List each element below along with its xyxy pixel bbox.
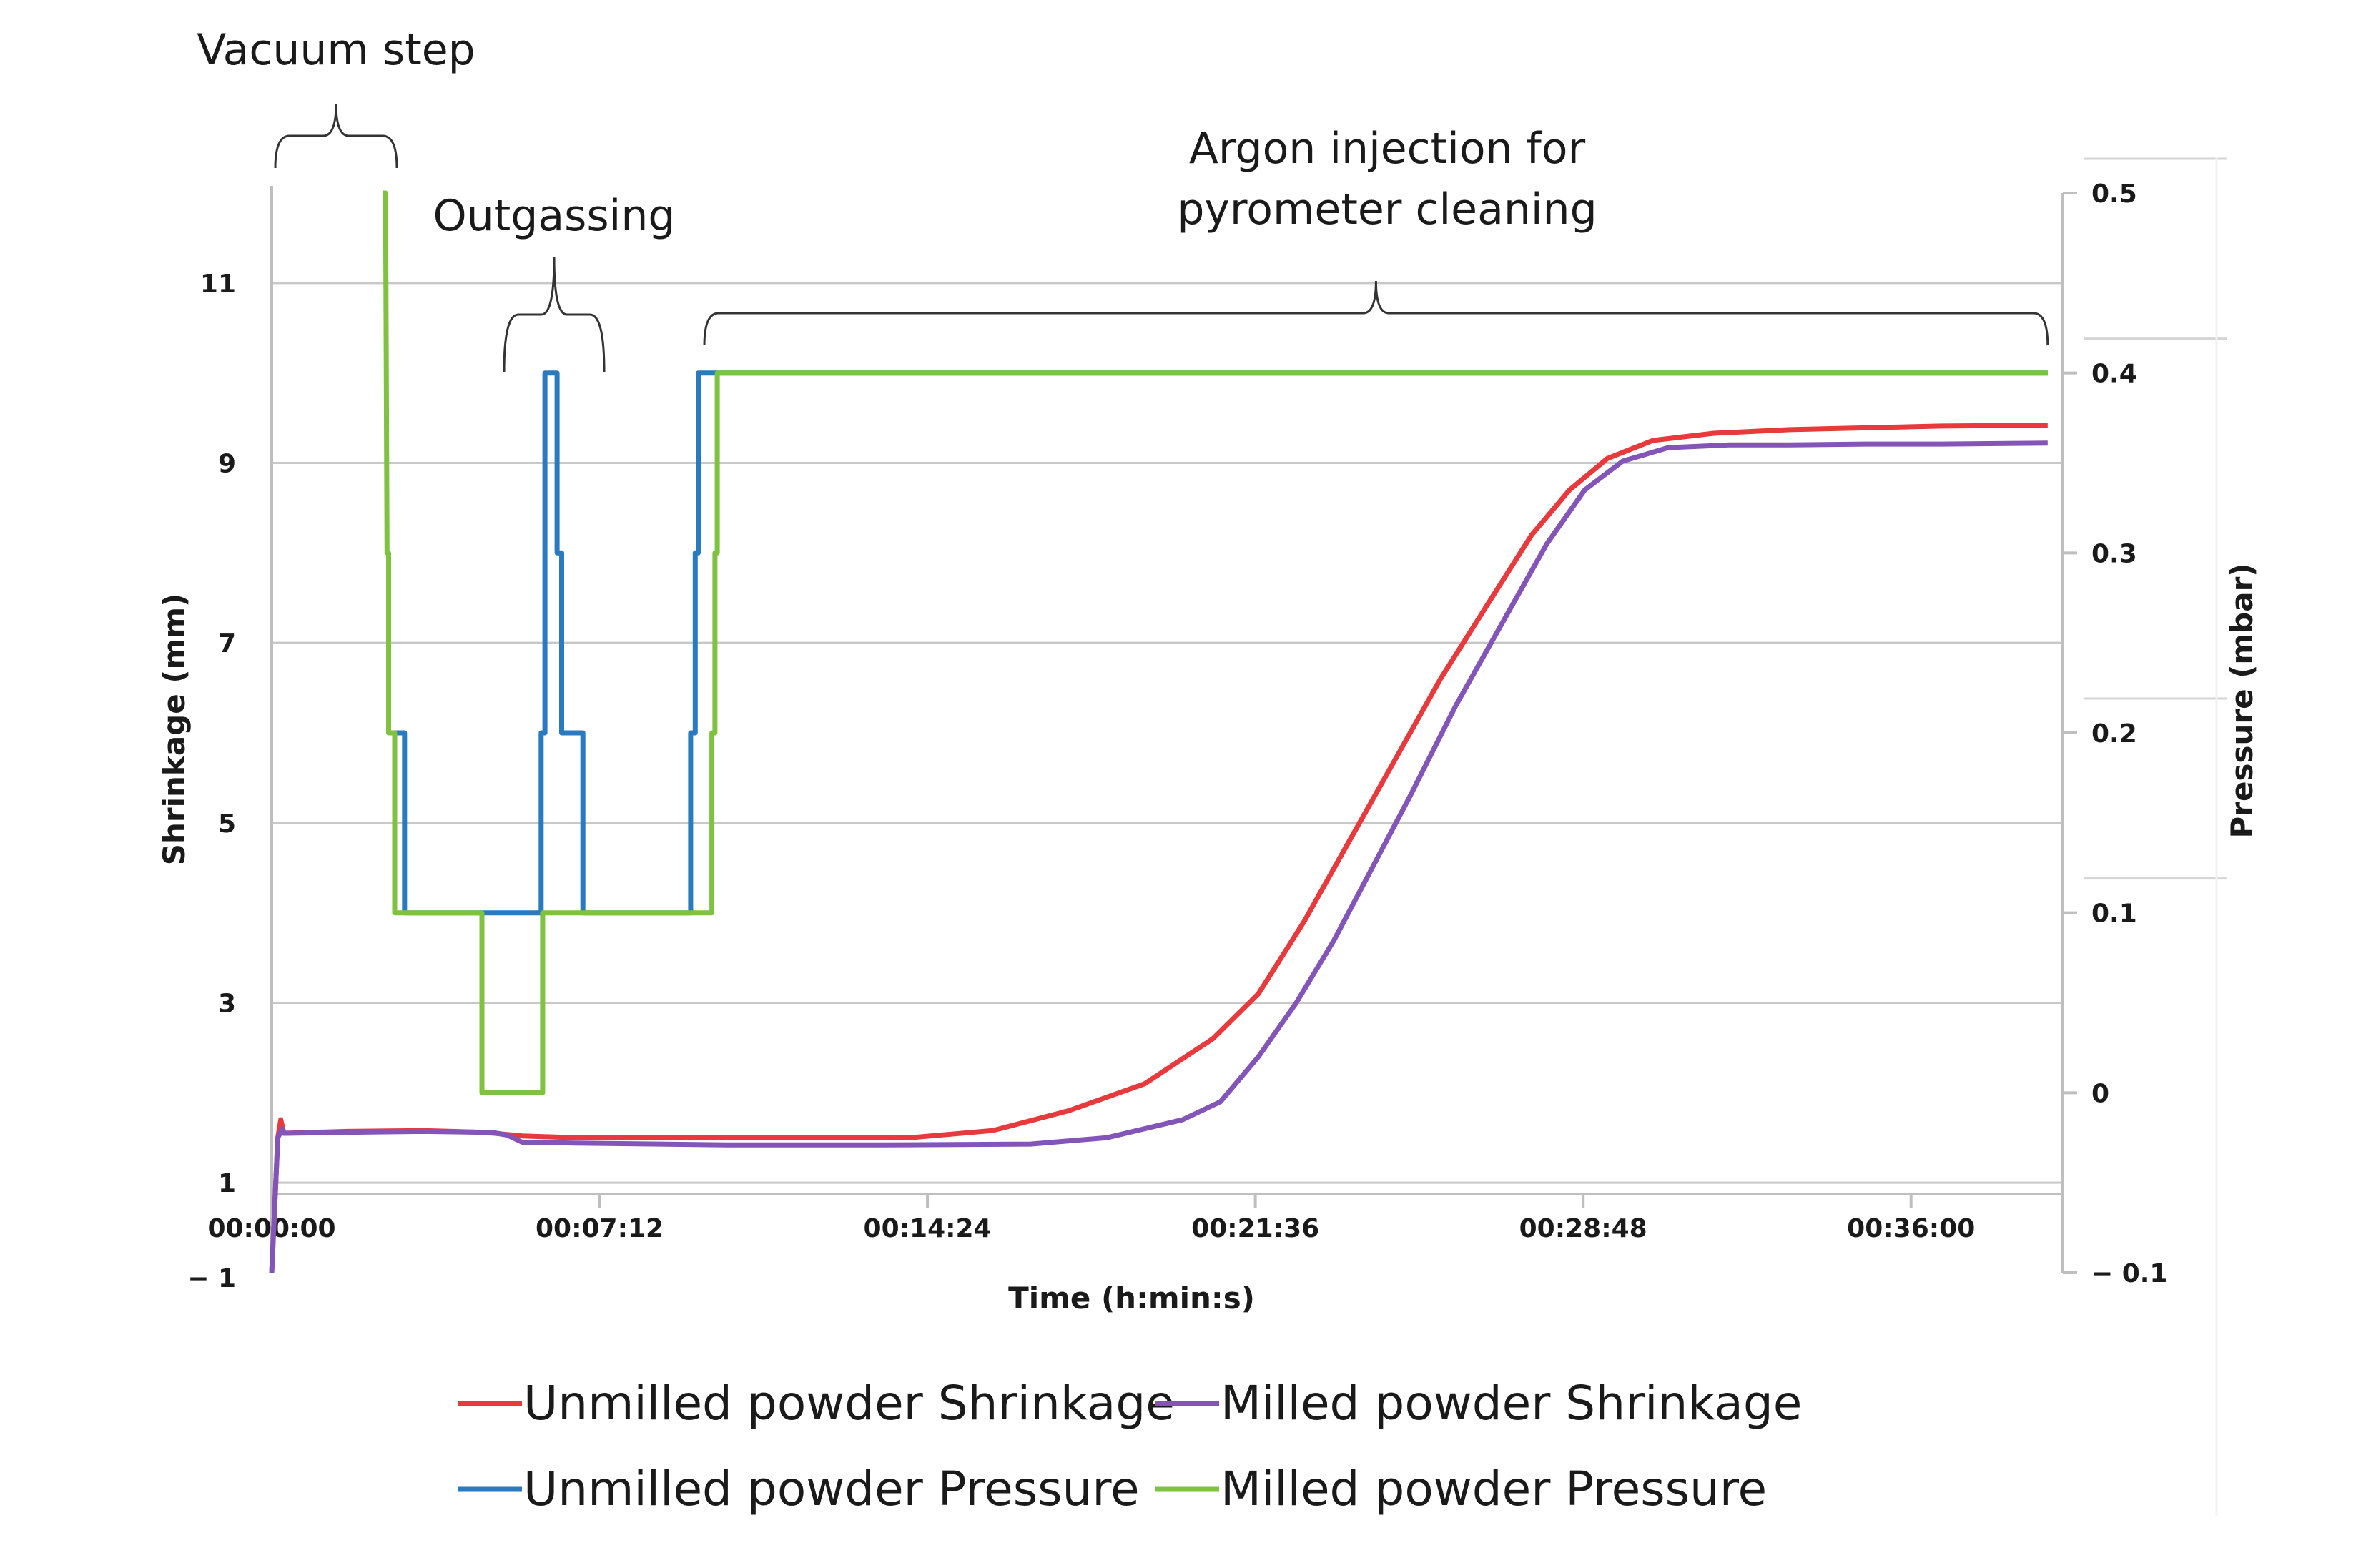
y-tick-label-extra: − 1 xyxy=(187,1264,236,1293)
x-axis-title: Time (h:min:s) xyxy=(1008,1281,1255,1316)
legend-layer: Unmilled powder Shrinkage Milled powder S… xyxy=(458,1376,1802,1517)
y2-tick-label: 0.1 xyxy=(2091,899,2137,929)
series-layer xyxy=(269,190,2048,1273)
x-tick-label: 00:21:36 xyxy=(1191,1214,1319,1243)
y-tick-label: 1 xyxy=(218,1169,236,1198)
y-tick-label: 11 xyxy=(200,270,236,299)
x-tick-label: 00:07:12 xyxy=(536,1214,664,1243)
annotation-outgassing: Outgassing xyxy=(433,191,676,241)
legend-label: Milled powder Pressure xyxy=(1221,1461,1767,1517)
y-tick-label: 7 xyxy=(218,629,236,659)
legend-label: Milled powder Shrinkage xyxy=(1221,1376,1802,1431)
legend-label: Unmilled powder Shrinkage xyxy=(523,1376,1175,1431)
y-tick-label: 3 xyxy=(218,990,236,1019)
y2-tick-label: 0.3 xyxy=(2091,539,2137,568)
brace-vacuum xyxy=(274,103,398,169)
series-line-milled-powder-pressure xyxy=(383,190,2048,1095)
x-tick-label: 00:36:00 xyxy=(1847,1214,1975,1243)
y-tick-label: 9 xyxy=(218,450,236,479)
series-line-milled-powder-shrinkage xyxy=(269,440,2048,1273)
brace-outgassing xyxy=(503,257,606,373)
annotation-argon: pyrometer cleaning xyxy=(1177,184,1597,235)
annotation-argon: Argon injection for xyxy=(1189,124,1586,174)
y2-tick-label: 0 xyxy=(2091,1079,2109,1108)
y2-tick-label: 0.4 xyxy=(2091,360,2137,389)
brace-argon xyxy=(703,280,2049,346)
x-tick-label: 00:28:48 xyxy=(1519,1214,1647,1243)
series-line-unmilled-powder-shrinkage xyxy=(269,423,2048,1273)
x-tick-label: 00:14:24 xyxy=(864,1214,992,1243)
ticks-layer: 00:00:00 00:07:12 00:14:24 00:21:36 00:28:48… xyxy=(157,179,2259,1316)
series-line-unmilled-powder-pressure xyxy=(393,370,2048,916)
legend-label: Unmilled powder Pressure xyxy=(523,1461,1140,1517)
y2-axis-title: Pressure (mbar) xyxy=(2224,563,2259,839)
y-tick-label: 5 xyxy=(218,809,236,839)
y2-tick-label: 0.2 xyxy=(2091,719,2137,749)
annotation-layer: Vacuum step Outgassing Argon injection for… xyxy=(197,25,2049,373)
grid-layer xyxy=(272,157,2227,1184)
y2-tick-label: − 0.1 xyxy=(2091,1259,2167,1288)
y2-tick-label: 0.5 xyxy=(2091,179,2137,209)
annotation-vacuum: Vacuum step xyxy=(197,25,475,75)
y-axis-title: Shrinkage (mm) xyxy=(157,593,192,866)
